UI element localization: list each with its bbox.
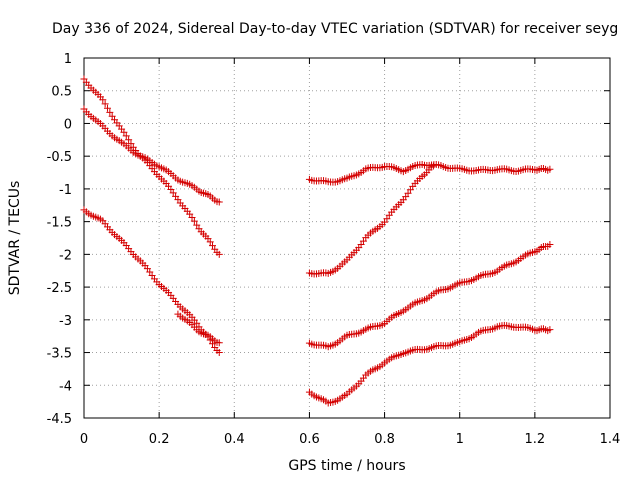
data-point: [190, 217, 198, 225]
y-tick-label: -1.5: [47, 216, 72, 231]
data-point: [101, 100, 109, 108]
x-tick-label: 0.4: [224, 432, 245, 447]
y-tick-label: -3: [59, 314, 72, 329]
axis-ticks: [83, 57, 611, 419]
series-sat-d-pass2: [305, 321, 554, 407]
y-tick-labels: 1 0.5 0 -0.5 -1 -1.5 -2 -2.5 -3 -3.5 -4 -4.5: [47, 52, 72, 427]
data-point: [215, 198, 223, 206]
y-axis-label: SDTVAR / TECUs: [7, 181, 23, 296]
x-tick-label: 1.2: [525, 432, 546, 447]
data-point: [206, 238, 214, 246]
data-point: [546, 326, 554, 334]
data-point: [99, 96, 107, 104]
y-tick-label: -0.5: [47, 150, 72, 165]
data-point: [127, 140, 135, 148]
series-sat-a-pass2: [305, 161, 554, 186]
x-tick-label: 1: [456, 432, 464, 447]
data-point: [546, 165, 554, 173]
y-tick-label: -3.5: [47, 347, 72, 362]
data-point: [122, 132, 130, 140]
y-tick-label: -2: [59, 248, 72, 263]
data-point: [215, 349, 223, 357]
grid: [84, 58, 610, 418]
series-sat-a-pass1: [80, 75, 223, 258]
data-point: [215, 250, 223, 258]
series-sat-b-pass1: [80, 105, 223, 206]
series-sat-b-pass2: [305, 162, 437, 278]
data-point: [215, 339, 223, 347]
series-sat-d-pass1: [174, 310, 223, 347]
y-tick-label: -4.5: [47, 412, 72, 427]
data-point: [208, 242, 216, 250]
data-point: [193, 221, 201, 229]
data-point: [193, 319, 201, 327]
y-tick-label: 1: [64, 52, 72, 67]
data-point: [125, 136, 133, 144]
x-tick-label: 0.6: [299, 432, 320, 447]
y-tick-label: 0.5: [51, 85, 72, 100]
y-tick-label: 0: [64, 117, 72, 132]
y-tick-label: -2.5: [47, 281, 72, 296]
x-tick-label: 0: [80, 432, 88, 447]
data-point: [188, 213, 196, 221]
x-tick-label: 1.4: [600, 432, 621, 447]
plot-frame: [83, 57, 611, 419]
x-tick-label: 0.8: [374, 432, 395, 447]
data-point: [103, 104, 111, 112]
data-series: [80, 75, 554, 407]
series-sat-c-pass2: [305, 241, 554, 351]
data-point: [546, 241, 554, 249]
data-point: [106, 108, 114, 116]
x-tick-labels: 0 0.2 0.4 0.6 0.8 1 1.2 1.4: [80, 432, 620, 447]
x-axis-label: GPS time / hours: [288, 458, 405, 474]
data-point: [429, 162, 437, 170]
y-tick-label: -4: [59, 379, 72, 394]
chart-title: Day 336 of 2024, Sidereal Day-to-day VTE…: [52, 21, 618, 37]
data-point: [120, 128, 128, 136]
x-tick-label: 0.2: [149, 432, 170, 447]
y-tick-label: -1: [59, 183, 72, 198]
